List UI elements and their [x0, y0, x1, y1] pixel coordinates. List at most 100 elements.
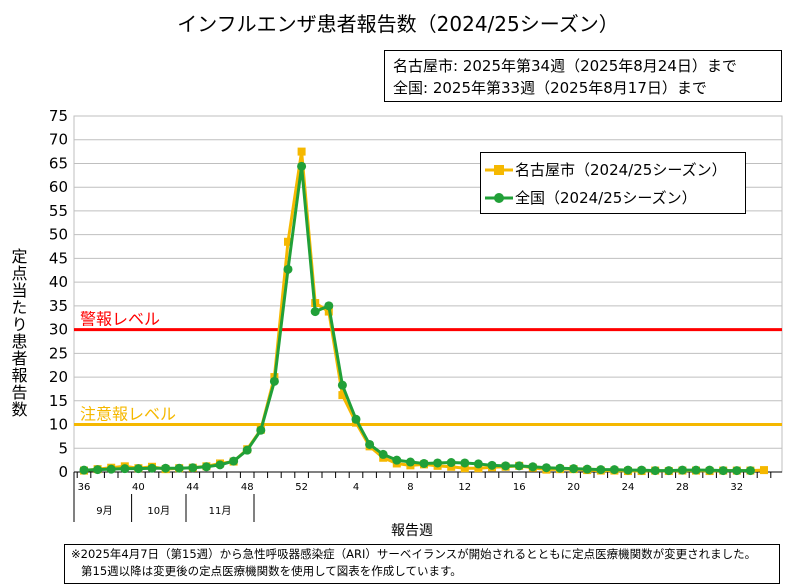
data-point-square: [284, 237, 292, 246]
y-tick-label: 10: [49, 416, 68, 434]
data-point-circle: [229, 456, 239, 466]
legend-label-national: 全国（2024/25シーズン）: [515, 189, 697, 207]
x-tick-label: 4: [353, 482, 359, 493]
x-tick-label: 36: [78, 482, 91, 493]
info-box: 名古屋市: 2025年第34週（2025年8月24日）まで 全国: 2025年第…: [384, 50, 782, 102]
data-point-circle: [106, 464, 116, 474]
data-point-circle: [718, 466, 728, 476]
data-point-circle: [664, 466, 674, 476]
data-point-circle: [582, 464, 592, 474]
data-point-circle: [405, 457, 415, 467]
data-point-circle: [745, 466, 755, 476]
data-point-circle: [487, 460, 497, 470]
data-point-circle: [93, 465, 103, 475]
data-point-circle: [569, 464, 579, 474]
y-tick-label: 70: [49, 131, 68, 149]
data-point-circle: [623, 465, 633, 475]
data-point-circle: [433, 458, 443, 468]
data-series: [79, 147, 768, 476]
y-tick-label: 45: [49, 249, 68, 267]
y-tick-label: 60: [49, 178, 68, 196]
data-point-circle: [283, 264, 293, 274]
data-point-square: [460, 464, 469, 473]
data-point-circle: [79, 465, 89, 475]
data-point-circle: [446, 458, 456, 468]
data-point-circle: [337, 380, 347, 390]
x-tick-label: 48: [241, 482, 254, 493]
x-tick-label: 24: [622, 482, 635, 493]
x-tick-label: 44: [186, 482, 199, 493]
y-tick-label: 25: [49, 344, 68, 362]
month-label: 10月: [147, 505, 170, 517]
x-tick-label: 40: [132, 482, 145, 493]
data-point-circle: [732, 466, 742, 476]
y-axis-ticks: 0 5 10 15 20 25 30 35 40 45 50 55 60 65 70 75 定点当たり患者報告数: [9, 107, 69, 481]
x-tick-label: 28: [676, 482, 689, 493]
threshold-label: 警報レベル: [80, 310, 160, 329]
data-point-circle: [324, 301, 334, 311]
y-axis-label: 定点当たり患者報告数: [9, 248, 28, 418]
data-point-circle: [351, 414, 361, 424]
legend-label-nagoya: 名古屋市（2024/25シーズン）: [515, 161, 727, 179]
data-point-circle: [269, 376, 279, 386]
data-point-circle: [147, 463, 157, 473]
x-tick-label: 32: [730, 482, 743, 493]
y-tick-label: 40: [49, 273, 68, 291]
data-point-circle: [174, 463, 184, 473]
x-tick-label: 16: [513, 482, 526, 493]
data-point-circle: [215, 460, 225, 470]
data-point-circle: [596, 465, 606, 475]
legend: 名古屋市（2024/25シーズン） 全国（2024/25シーズン）: [480, 152, 746, 214]
data-point-circle: [650, 466, 660, 476]
data-point-circle: [460, 458, 470, 468]
data-point-square: [338, 391, 347, 400]
data-point-circle: [705, 465, 715, 475]
data-point-circle: [256, 425, 266, 435]
month-label: 11月: [209, 505, 232, 517]
data-point-circle: [501, 461, 511, 471]
y-tick-label: 55: [49, 202, 68, 220]
x-tick-label: 8: [407, 482, 413, 493]
data-point-circle: [514, 461, 524, 471]
data-point-square: [297, 147, 306, 156]
footnote-line-1: ※2025年4月7日（第15週）から急性呼吸器感染症（ARI）サーベイランスが開…: [71, 547, 757, 561]
data-point-circle: [473, 459, 483, 469]
data-point-circle: [528, 462, 538, 472]
y-tick-label: 5: [58, 439, 68, 457]
info-line-nagoya: 名古屋市: 2025年第34週（2025年8月24日）まで: [393, 57, 737, 75]
data-point-circle: [242, 445, 252, 455]
x-axis-label: 報告週: [391, 523, 433, 539]
data-point-circle: [120, 464, 130, 474]
legend-circle-marker-icon: [485, 193, 513, 203]
data-point-circle: [691, 465, 701, 475]
data-point-circle: [201, 462, 211, 472]
y-tick-label: 75: [49, 107, 68, 125]
data-point-circle: [637, 465, 647, 475]
x-tick-label: 12: [458, 482, 471, 493]
footnote-line-2: 第15週以降は変更後の定点医療機関数を使用して図表を作成しています。: [81, 564, 462, 578]
data-point-circle: [392, 455, 402, 465]
data-point-circle: [609, 465, 619, 475]
y-tick-label: 65: [49, 154, 68, 172]
footnote: ※2025年4月7日（第15週）から急性呼吸器感染症（ARI）サーベイランスが開…: [64, 544, 780, 584]
x-tick-label: 20: [567, 482, 580, 493]
data-point-circle: [161, 463, 171, 473]
data-point-circle: [297, 161, 307, 171]
data-point-circle: [310, 307, 320, 317]
data-point-circle: [555, 463, 565, 473]
data-point-circle: [188, 463, 198, 473]
data-point-circle: [365, 439, 375, 449]
y-tick-label: 0: [58, 463, 68, 481]
legend-square-marker-icon: [485, 165, 513, 175]
threshold-label: 注意報レベル: [80, 405, 176, 424]
y-tick-label: 35: [49, 297, 68, 315]
y-tick-label: 20: [49, 368, 68, 386]
y-tick-label: 30: [49, 321, 68, 339]
data-point-square: [760, 466, 768, 475]
data-point-circle: [378, 449, 388, 459]
data-point-circle: [541, 463, 551, 473]
chart-title: インフルエンザ患者報告数（2024/25シーズン）: [177, 12, 619, 36]
